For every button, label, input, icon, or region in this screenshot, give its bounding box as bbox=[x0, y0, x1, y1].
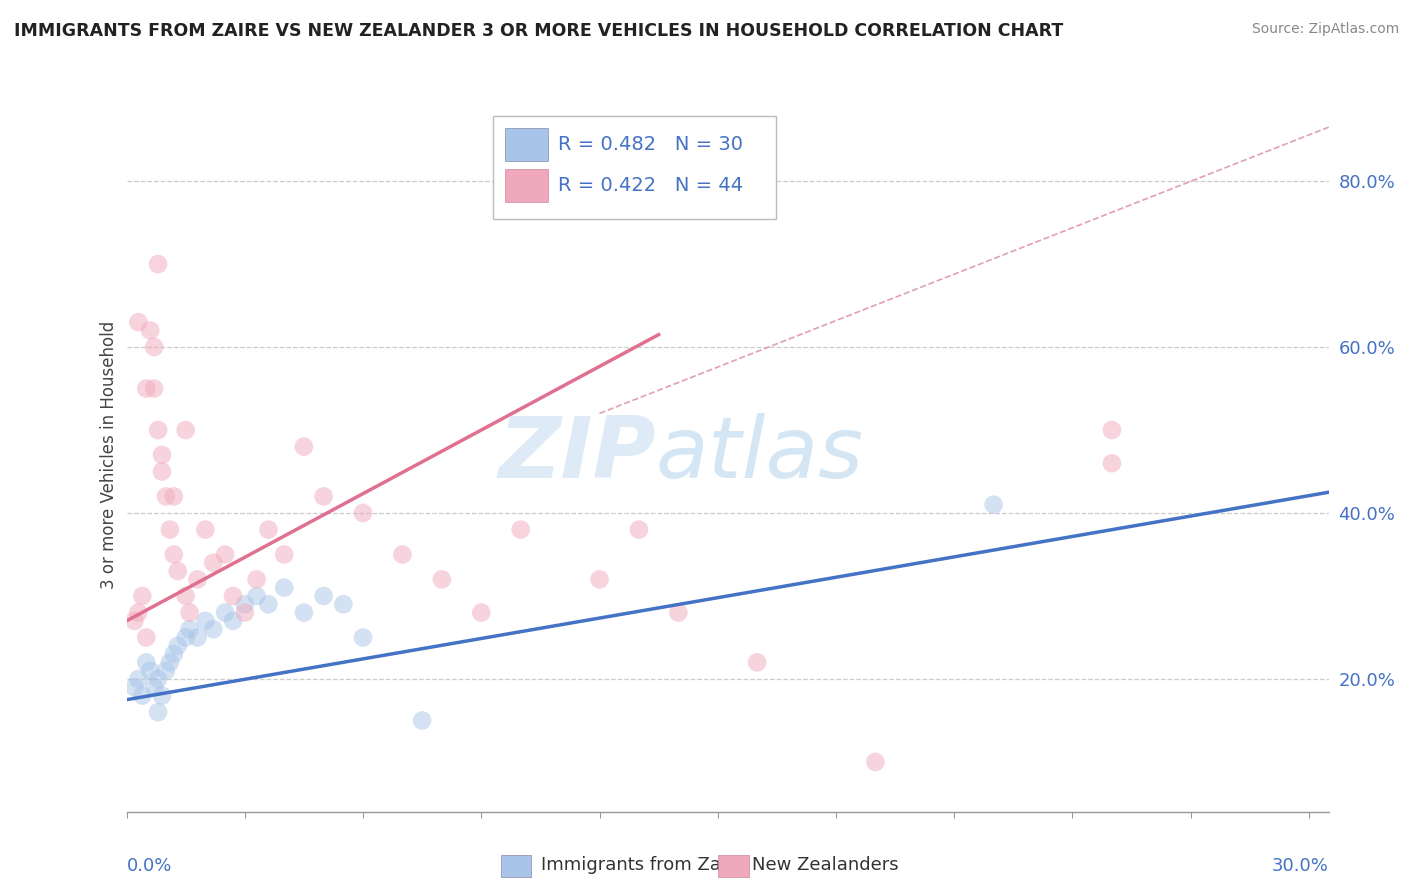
Point bbox=[588, 573, 610, 587]
Point bbox=[983, 498, 1005, 512]
FancyBboxPatch shape bbox=[505, 128, 548, 161]
Text: 30.0%: 30.0% bbox=[1272, 857, 1329, 875]
Point bbox=[179, 622, 201, 636]
Point bbox=[186, 573, 208, 587]
Text: R = 0.482   N = 30: R = 0.482 N = 30 bbox=[558, 135, 744, 154]
Point bbox=[139, 323, 162, 337]
Point bbox=[174, 589, 197, 603]
Text: atlas: atlas bbox=[655, 413, 863, 497]
Point bbox=[124, 614, 146, 628]
Point bbox=[146, 672, 169, 686]
Point bbox=[352, 506, 374, 520]
Point bbox=[202, 622, 225, 636]
Point bbox=[146, 423, 169, 437]
Point bbox=[143, 340, 166, 354]
Point bbox=[127, 606, 149, 620]
Point bbox=[509, 523, 531, 537]
Point bbox=[146, 705, 169, 719]
Point bbox=[222, 589, 245, 603]
Point bbox=[163, 490, 186, 504]
Point bbox=[470, 606, 492, 620]
Point bbox=[135, 382, 157, 396]
Point bbox=[159, 523, 181, 537]
Point bbox=[233, 597, 256, 611]
Point bbox=[155, 490, 177, 504]
Point bbox=[155, 664, 177, 678]
Point bbox=[257, 597, 280, 611]
Point bbox=[174, 631, 197, 645]
Point bbox=[202, 556, 225, 570]
Point bbox=[150, 689, 173, 703]
Point bbox=[166, 564, 188, 578]
Text: R = 0.422   N = 44: R = 0.422 N = 44 bbox=[558, 177, 744, 195]
Y-axis label: 3 or more Vehicles in Household: 3 or more Vehicles in Household bbox=[100, 321, 118, 589]
Point bbox=[865, 755, 887, 769]
Point bbox=[332, 597, 354, 611]
Point bbox=[166, 639, 188, 653]
Point bbox=[143, 382, 166, 396]
Point bbox=[627, 523, 650, 537]
Point bbox=[430, 573, 453, 587]
Point bbox=[174, 423, 197, 437]
Point bbox=[179, 606, 201, 620]
Point bbox=[411, 714, 433, 728]
Point bbox=[135, 656, 157, 670]
Point bbox=[150, 465, 173, 479]
Point bbox=[163, 647, 186, 661]
FancyBboxPatch shape bbox=[494, 116, 776, 219]
Point bbox=[222, 614, 245, 628]
Point bbox=[139, 664, 162, 678]
Point bbox=[666, 606, 689, 620]
Point bbox=[127, 315, 149, 329]
Point bbox=[312, 589, 335, 603]
Point bbox=[194, 614, 217, 628]
Point bbox=[146, 257, 169, 271]
Point bbox=[163, 548, 186, 562]
Point bbox=[233, 606, 256, 620]
Text: ZIP: ZIP bbox=[498, 413, 655, 497]
Text: IMMIGRANTS FROM ZAIRE VS NEW ZEALANDER 3 OR MORE VEHICLES IN HOUSEHOLD CORRELATI: IMMIGRANTS FROM ZAIRE VS NEW ZEALANDER 3… bbox=[14, 22, 1063, 40]
Point bbox=[1101, 423, 1123, 437]
Point bbox=[312, 490, 335, 504]
Point bbox=[143, 680, 166, 694]
Point bbox=[135, 631, 157, 645]
Point bbox=[124, 680, 146, 694]
Point bbox=[292, 440, 315, 454]
Point bbox=[257, 523, 280, 537]
Point bbox=[246, 589, 269, 603]
Point bbox=[186, 631, 208, 645]
Text: New Zealanders: New Zealanders bbox=[752, 856, 898, 874]
Text: Source: ZipAtlas.com: Source: ZipAtlas.com bbox=[1251, 22, 1399, 37]
Point bbox=[159, 656, 181, 670]
Point bbox=[127, 672, 149, 686]
FancyBboxPatch shape bbox=[505, 169, 548, 202]
Point bbox=[150, 448, 173, 462]
Point bbox=[214, 606, 236, 620]
Point bbox=[1101, 456, 1123, 470]
Point bbox=[131, 689, 153, 703]
Point bbox=[352, 631, 374, 645]
Point bbox=[391, 548, 413, 562]
Point bbox=[214, 548, 236, 562]
Point bbox=[246, 573, 269, 587]
Text: Immigrants from Zaire: Immigrants from Zaire bbox=[541, 856, 745, 874]
Point bbox=[273, 548, 295, 562]
Point bbox=[292, 606, 315, 620]
Point bbox=[273, 581, 295, 595]
Point bbox=[194, 523, 217, 537]
Point bbox=[747, 656, 769, 670]
Text: 0.0%: 0.0% bbox=[127, 857, 172, 875]
Point bbox=[131, 589, 153, 603]
